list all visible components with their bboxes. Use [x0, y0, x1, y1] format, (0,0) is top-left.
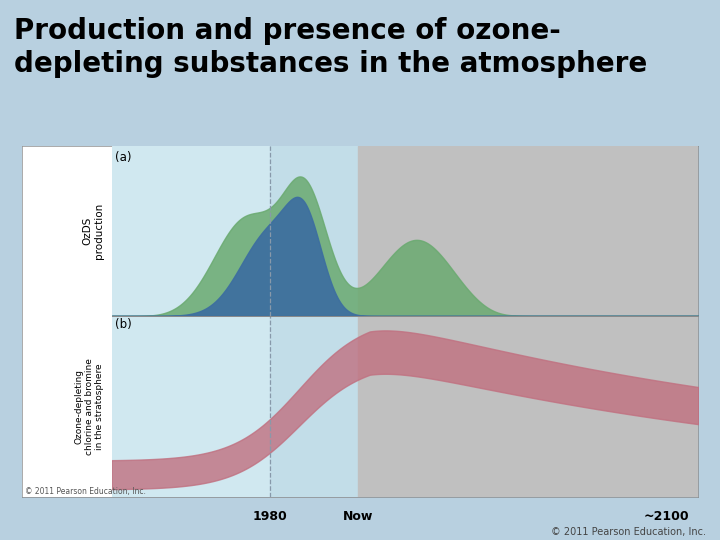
Text: Now: Now [343, 510, 373, 523]
Text: © 2011 Pearson Education, Inc.: © 2011 Pearson Education, Inc. [25, 487, 146, 496]
Text: © 2011 Pearson Education, Inc.: © 2011 Pearson Education, Inc. [551, 527, 706, 537]
Bar [270, 146, 358, 316]
Text: 1980: 1980 [253, 510, 287, 523]
Text: (a): (a) [114, 151, 131, 164]
Bar [358, 316, 698, 497]
Text: OzDS
production: OzDS production [83, 202, 104, 259]
Bar [112, 146, 270, 316]
Text: Production and presence of ozone-
depleting substances in the atmosphere: Production and presence of ozone- deplet… [14, 17, 648, 78]
Bar [358, 146, 698, 316]
Bar [270, 316, 358, 497]
Text: Ozone-depleting
chlorine and bromine
in the stratosphere: Ozone-depleting chlorine and bromine in … [75, 358, 104, 455]
Text: ~2100: ~2100 [644, 510, 690, 523]
Bar [112, 316, 270, 497]
Text: (b): (b) [114, 318, 131, 330]
